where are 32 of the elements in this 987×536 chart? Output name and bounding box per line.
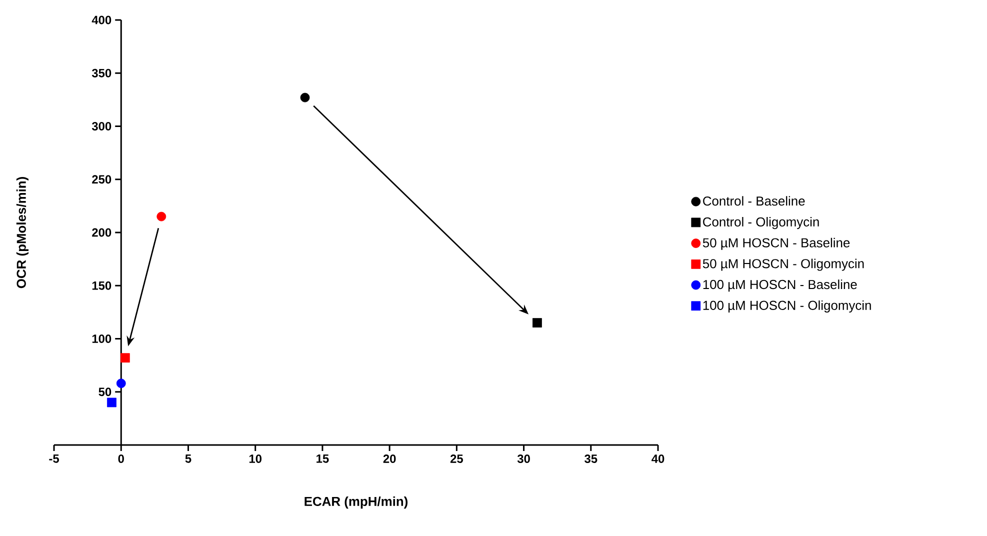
point	[107, 398, 116, 408]
y-tick-label: 300	[92, 122, 112, 130]
x-tick-label: -5	[49, 454, 59, 463]
point	[156, 212, 166, 222]
y-tick-label: 200	[92, 228, 112, 237]
x-tick-label: 0	[118, 454, 124, 463]
legend-label: Control - Baseline	[703, 196, 805, 206]
legend-label: 50 µM HOSCN - Oligomycin	[702, 258, 864, 271]
x-tick-label: 5	[185, 454, 192, 463]
x-tick-label: 10	[249, 454, 262, 463]
y-tick-label: 50	[98, 388, 112, 396]
x-tick-label: 25	[450, 454, 463, 463]
legend-label: 100 µM HOSCN - Baseline	[703, 280, 857, 292]
y-tick-label: 350	[92, 68, 112, 78]
x-tick-label: 15	[316, 454, 329, 463]
point	[120, 353, 130, 363]
legend-label: 50 µM HOSCN - Baseline	[702, 238, 850, 250]
x-tick-label: 35	[584, 454, 598, 463]
legend-label: Control - Oligomycin	[703, 216, 819, 230]
point	[116, 378, 126, 388]
y-axis-title: OCR (pMoles/min)	[16, 177, 28, 288]
point	[532, 318, 542, 328]
x-tick-label: 20	[383, 454, 396, 463]
x-axis-title: ECAR (mpH/min)	[304, 496, 408, 509]
y-tick-label: 400	[92, 16, 112, 24]
y-tick-label: 250	[92, 175, 112, 184]
legend-label: 100 µM HOSCN - Oligomycin	[703, 300, 871, 313]
y-tick-label: 100	[92, 334, 112, 343]
y-tick-label: 150	[92, 281, 112, 290]
point	[300, 92, 310, 102]
x-tick-label: 30	[517, 454, 530, 463]
x-tick-label: 40	[652, 454, 664, 463]
